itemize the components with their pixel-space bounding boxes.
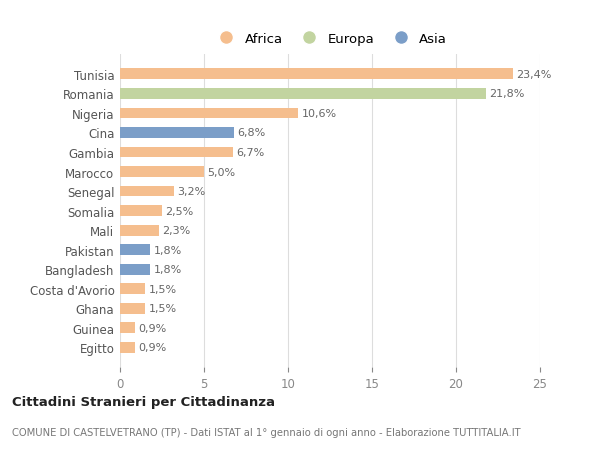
- Text: 5,0%: 5,0%: [208, 167, 235, 177]
- Text: COMUNE DI CASTELVETRANO (TP) - Dati ISTAT al 1° gennaio di ogni anno - Elaborazi: COMUNE DI CASTELVETRANO (TP) - Dati ISTA…: [12, 427, 521, 437]
- Text: 0,9%: 0,9%: [139, 323, 167, 333]
- Text: 1,5%: 1,5%: [149, 304, 176, 313]
- Bar: [120, 108, 298, 119]
- Text: 23,4%: 23,4%: [517, 70, 552, 79]
- Bar: [120, 323, 135, 334]
- Text: 3,2%: 3,2%: [177, 187, 205, 196]
- Bar: [120, 342, 135, 353]
- Text: 1,8%: 1,8%: [154, 265, 182, 274]
- Text: 21,8%: 21,8%: [490, 89, 525, 99]
- Bar: [120, 69, 513, 80]
- Bar: [120, 89, 486, 100]
- Text: 1,5%: 1,5%: [149, 284, 176, 294]
- Text: 1,8%: 1,8%: [154, 245, 182, 255]
- Text: 0,9%: 0,9%: [139, 343, 167, 353]
- Bar: [120, 206, 162, 217]
- Bar: [120, 167, 204, 178]
- Bar: [120, 147, 233, 158]
- Bar: [120, 303, 145, 314]
- Text: 6,8%: 6,8%: [238, 128, 266, 138]
- Text: 2,5%: 2,5%: [166, 206, 194, 216]
- Bar: [120, 284, 145, 295]
- Bar: [120, 225, 158, 236]
- Text: Cittadini Stranieri per Cittadinanza: Cittadini Stranieri per Cittadinanza: [12, 395, 275, 408]
- Bar: [120, 128, 234, 139]
- Legend: Africa, Europa, Asia: Africa, Europa, Asia: [208, 28, 452, 51]
- Text: 2,3%: 2,3%: [162, 226, 190, 235]
- Text: 6,7%: 6,7%: [236, 148, 264, 157]
- Text: 10,6%: 10,6%: [301, 109, 337, 118]
- Bar: [120, 186, 174, 197]
- Bar: [120, 245, 150, 256]
- Bar: [120, 264, 150, 275]
